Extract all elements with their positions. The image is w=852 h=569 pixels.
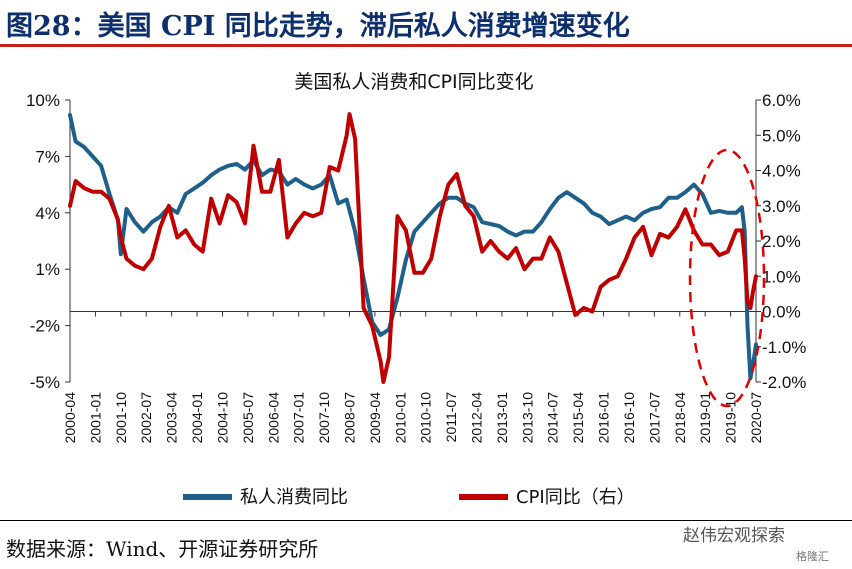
x-tick-label: 2007-10: [316, 392, 332, 444]
x-tick-label: 2018-04: [672, 392, 688, 444]
x-tick-label: 2015-04: [570, 392, 586, 444]
watermark: 赵伟宏观探索: [683, 526, 785, 546]
x-tick-label: 2008-07: [341, 392, 357, 444]
highlight-ellipse: [688, 148, 766, 408]
y-left-tick-label: 10%: [26, 91, 60, 110]
x-tick-label: 2005-07: [240, 392, 256, 444]
x-tick-label: 2007-01: [291, 392, 307, 444]
x-tick-label: 2019-10: [723, 392, 739, 444]
chart: 美国私人消费和CPI同比变化 10% 7% 4% 1% -2% -5% 6.0% 5.0% 4…: [26, 71, 806, 508]
watermark-sub: 格隆汇: [796, 550, 829, 563]
legend-label-cpi: CPI同比（右）: [516, 487, 635, 508]
series-line-consumption: [68, 113, 758, 381]
legend-label-consumption: 私人消费同比: [240, 487, 348, 508]
y-right-tick-label: 3.0%: [762, 197, 801, 216]
y-left-tick-label: 7%: [35, 147, 60, 166]
x-tick-label: 2004-01: [189, 392, 205, 444]
x-tick-label: 2013-10: [519, 392, 535, 444]
y-right-tick-label: 0.0%: [762, 303, 801, 322]
y-right-tick-label: 6.0%: [762, 91, 801, 110]
x-tick-label: 2001-01: [87, 392, 103, 444]
x-tick-label: 2010-01: [392, 392, 408, 444]
series-line-cpi: [68, 112, 758, 384]
title-rule: [0, 44, 852, 47]
x-tick-label: 2003-04: [164, 392, 180, 444]
x-tick-label: 2012-04: [469, 392, 485, 444]
y-left-tick-label: 4%: [35, 204, 60, 223]
x-tick-label: 2019-01: [697, 392, 713, 444]
x-tick-label: 2020-07: [748, 392, 764, 444]
footer-rule: [0, 520, 852, 521]
figure-title: 图28：美国 CPI 同比走势，滞后私人消费增速变化: [6, 11, 630, 42]
x-tick-label: 2011-07: [443, 392, 459, 443]
x-tick-label: 2010-10: [418, 392, 434, 444]
source-note: 数据来源：Wind、开源证券研究所: [6, 537, 319, 561]
x-tick-label: 2014-07: [545, 392, 561, 444]
x-tick-label: 2002-07: [138, 392, 154, 444]
x-tick-label: 2017-07: [646, 392, 662, 444]
chart-title: 美国私人消费和CPI同比变化: [294, 71, 533, 93]
y-left-tick-label: -5%: [30, 373, 60, 392]
y-right-tick-label: 5.0%: [762, 126, 801, 145]
legend: 私人消费同比 CPI同比（右）: [183, 487, 635, 508]
y-right-tick-label: -2.0%: [762, 373, 806, 392]
x-tick-label: 2013-01: [494, 392, 510, 444]
x-tick-label: 2006-04: [265, 392, 281, 444]
x-tick-label: 2016-10: [621, 392, 637, 444]
y-right-tick-label: 4.0%: [762, 162, 801, 181]
x-tick-label: 2001-10: [113, 392, 129, 444]
y-right-tick-label: -1.0%: [762, 338, 806, 357]
x-tick-label: 2016-01: [596, 392, 612, 444]
x-tick-label: 2004-10: [214, 392, 230, 444]
y-right-tick-label: 2.0%: [762, 232, 801, 251]
y-left-tick-label: 1%: [35, 260, 60, 279]
y-right-tick-label: 1.0%: [762, 267, 801, 286]
x-tick-label: 2000-04: [62, 392, 78, 444]
y-left-tick-label: -2%: [30, 317, 60, 336]
x-tick-label: 2009-04: [367, 392, 383, 444]
